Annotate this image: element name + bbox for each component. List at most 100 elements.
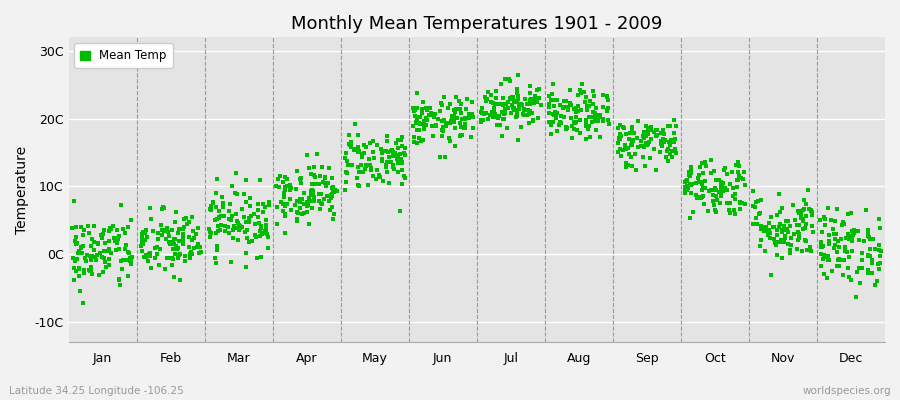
Mean Temp [393, 156, 408, 163]
Mean Temp [634, 138, 649, 144]
Mean Temp [278, 203, 293, 209]
Mean Temp [164, 239, 178, 245]
Mean Temp [431, 116, 446, 122]
Mean Temp [398, 174, 412, 181]
Mean Temp [749, 199, 763, 206]
Mean Temp [746, 203, 760, 209]
Mean Temp [189, 230, 203, 237]
Mean Temp [635, 154, 650, 160]
Mean Temp [84, 243, 98, 250]
Mean Temp [202, 226, 216, 232]
Mean Temp [655, 136, 670, 143]
Mean Temp [596, 104, 610, 110]
Mean Temp [356, 168, 371, 175]
Mean Temp [348, 121, 363, 127]
Mean Temp [439, 120, 454, 126]
Mean Temp [625, 124, 639, 130]
Mean Temp [637, 129, 652, 135]
Mean Temp [456, 124, 471, 131]
Mean Temp [728, 196, 742, 202]
Mean Temp [367, 154, 382, 161]
Mean Temp [508, 114, 523, 120]
Mean Temp [590, 118, 605, 124]
Mean Temp [805, 222, 819, 229]
Mean Temp [238, 177, 253, 183]
Mean Temp [154, 222, 168, 229]
Mean Temp [666, 117, 680, 124]
Mean Temp [873, 225, 887, 232]
Mean Temp [566, 106, 580, 112]
Mean Temp [656, 127, 670, 134]
Mean Temp [657, 131, 671, 138]
Mean Temp [437, 117, 452, 124]
Mean Temp [753, 226, 768, 232]
Mean Temp [168, 209, 183, 216]
Mean Temp [814, 244, 828, 250]
Mean Temp [387, 165, 401, 172]
Mean Temp [102, 262, 116, 268]
Mean Temp [306, 164, 320, 170]
Mean Temp [347, 147, 362, 153]
Mean Temp [625, 126, 639, 133]
Mean Temp [485, 108, 500, 115]
Mean Temp [505, 94, 519, 100]
Mean Temp [650, 132, 664, 138]
Mean Temp [421, 112, 436, 119]
Mean Temp [462, 111, 476, 117]
Mean Temp [531, 114, 545, 121]
Mean Temp [262, 199, 276, 206]
Mean Temp [684, 170, 698, 176]
Mean Temp [731, 169, 745, 175]
Mean Temp [192, 250, 206, 256]
Mean Temp [859, 207, 873, 213]
Mean Temp [83, 268, 97, 274]
Mean Temp [862, 246, 877, 252]
Mean Temp [825, 268, 840, 274]
Mean Temp [412, 114, 427, 120]
Mean Temp [589, 105, 603, 111]
Mean Temp [842, 235, 856, 242]
Mean Temp [862, 253, 877, 260]
Mean Temp [398, 145, 412, 152]
Mean Temp [229, 211, 243, 217]
Mean Temp [166, 240, 180, 246]
Mean Temp [573, 87, 588, 93]
Mean Temp [379, 162, 393, 168]
Mean Temp [186, 228, 201, 234]
Mean Temp [136, 229, 150, 236]
Mean Temp [833, 236, 848, 242]
Mean Temp [581, 102, 596, 109]
Mean Temp [851, 227, 866, 234]
Mean Temp [601, 117, 616, 123]
Mean Temp [270, 204, 284, 210]
Mean Temp [302, 198, 317, 204]
Mean Temp [68, 258, 82, 264]
Mean Temp [845, 236, 859, 242]
Mean Temp [714, 193, 728, 200]
Mean Temp [304, 198, 319, 204]
Mean Temp [202, 234, 217, 240]
Mean Temp [662, 140, 677, 146]
Mean Temp [446, 107, 461, 114]
Mean Temp [208, 217, 222, 223]
Mean Temp [484, 92, 499, 98]
Mean Temp [626, 142, 640, 148]
Mean Temp [226, 226, 240, 233]
Mean Temp [382, 154, 396, 160]
Mean Temp [112, 233, 127, 240]
Mean Temp [791, 236, 806, 243]
Mean Temp [683, 181, 698, 187]
Mean Temp [842, 254, 856, 260]
Mean Temp [662, 122, 676, 129]
Mean Temp [550, 109, 564, 116]
Mean Temp [725, 192, 740, 199]
Mean Temp [792, 235, 806, 242]
Mean Temp [715, 179, 729, 185]
Mean Temp [329, 188, 344, 194]
Mean Temp [499, 76, 513, 82]
Mean Temp [346, 162, 360, 168]
Mean Temp [438, 121, 453, 128]
Mean Temp [728, 190, 742, 197]
Mean Temp [723, 181, 737, 187]
Mean Temp [297, 200, 311, 207]
